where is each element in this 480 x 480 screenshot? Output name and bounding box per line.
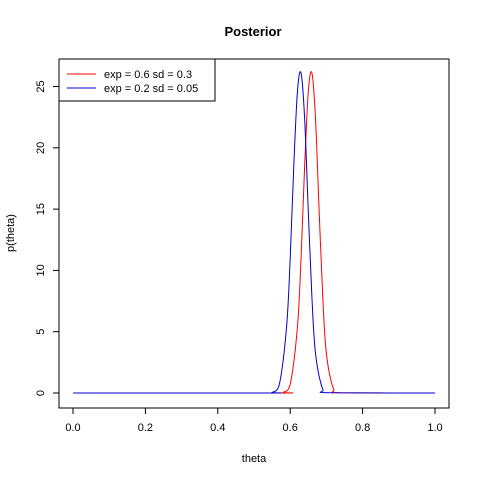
legend-label: exp = 0.6 sd = 0.3 <box>104 69 192 81</box>
y-tick-label: 0 <box>35 390 47 396</box>
legend-label: exp = 0.2 sd = 0.05 <box>104 83 198 95</box>
y-tick-label: 5 <box>35 329 47 335</box>
plot-frame <box>59 59 449 408</box>
x-tick-label: 0.0 <box>65 422 80 434</box>
y-tick-label: 20 <box>35 142 47 154</box>
y-tick-label: 10 <box>35 264 47 276</box>
x-tick-label: 0.2 <box>138 422 153 434</box>
series-line-1 <box>73 72 435 393</box>
y-tick-label: 15 <box>35 203 47 215</box>
x-tick-label: 0.8 <box>355 422 370 434</box>
x-tick-label: 1.0 <box>427 422 442 434</box>
x-tick-label: 0.6 <box>283 422 298 434</box>
series-layer <box>73 72 435 393</box>
chart-title: Posterior <box>224 24 281 39</box>
x-axis-label: theta <box>242 453 267 465</box>
y-axis-label: p(theta) <box>5 214 17 252</box>
y-tick-label: 25 <box>35 80 47 92</box>
x-tick-label: 0.4 <box>210 422 225 434</box>
series-line-2 <box>73 72 435 393</box>
legend: exp = 0.6 sd = 0.3 exp = 0.2 sd = 0.05 <box>59 59 215 101</box>
x-axis: 0.0 0.2 0.4 0.6 0.8 1.0 <box>65 408 442 434</box>
y-axis: 0 5 10 15 20 25 <box>35 80 59 396</box>
